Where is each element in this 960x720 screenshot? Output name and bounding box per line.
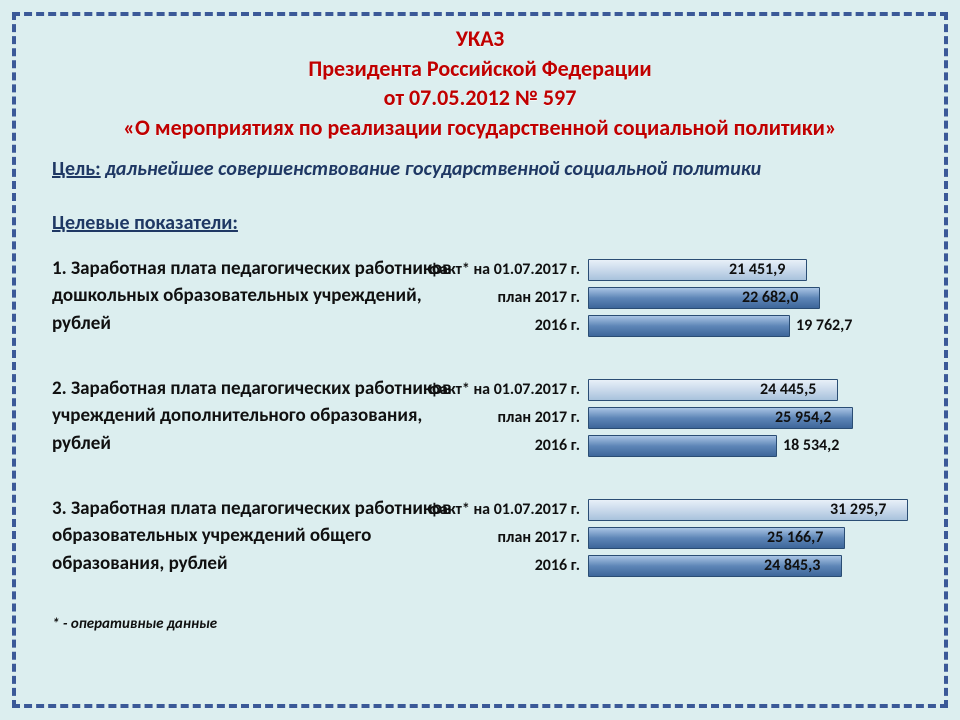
indicator-block: 3. Заработная плата педагогических работ…: [52, 495, 908, 591]
bar-label: факт* на 01.07.2017 г.: [388, 380, 588, 399]
bar-label: факт* на 01.07.2017 г.: [388, 500, 588, 519]
bar-row: план 2017 г. 25 954,2: [388, 405, 908, 431]
bar-row: 2016 г. 19 762,7: [388, 313, 908, 339]
bar-label: план 2017 г.: [388, 288, 588, 307]
chart-area: факт* на 01.07.2017 г. 31 295,7 план 2017 …: [388, 497, 908, 581]
bar: [588, 435, 777, 457]
bar-row: 2016 г. 18 534,2: [388, 433, 908, 459]
bar-track: 25 166,7: [588, 527, 908, 549]
bar-label: факт* на 01.07.2017 г.: [388, 260, 588, 279]
bar-value: 19 762,7: [796, 316, 852, 335]
bar-label: план 2017 г.: [388, 528, 588, 547]
title-line-4: «О мероприятиях по реализации государств…: [52, 113, 908, 143]
bar-label: 2016 г.: [388, 436, 588, 455]
title-line-1: УКАЗ: [52, 24, 908, 54]
goal-text: дальнейшее совершенствование государстве…: [101, 157, 762, 181]
bar: [588, 315, 790, 337]
footnote: * - оперативные данные: [52, 615, 908, 633]
bar-value: 21 451,9: [729, 260, 785, 279]
bar-track: 19 762,7: [588, 315, 908, 337]
bar-label: план 2017 г.: [388, 408, 588, 427]
goal-label: Цель:: [52, 157, 101, 181]
bar-value: 18 534,2: [783, 436, 839, 455]
indicator-block: 1. Заработная плата педагогических работ…: [52, 255, 908, 351]
bar-row: факт* на 01.07.2017 г. 24 445,5: [388, 377, 908, 403]
bar-track: 21 451,9: [588, 259, 908, 281]
chart-area: факт* на 01.07.2017 г. 24 445,5 план 2017 …: [388, 377, 908, 461]
kpi-header: Целевые показатели:: [52, 211, 908, 235]
bar-row: план 2017 г. 25 166,7: [388, 525, 908, 551]
bar-track: 24 845,3: [588, 555, 908, 577]
bar-row: факт* на 01.07.2017 г. 31 295,7: [388, 497, 908, 523]
title-line-2: Президента Российской Федерации: [52, 54, 908, 84]
bar-value: 24 445,5: [760, 380, 816, 399]
bar-row: факт* на 01.07.2017 г. 21 451,9: [388, 257, 908, 283]
bar-value: 25 166,7: [767, 528, 823, 547]
chart-area: факт* на 01.07.2017 г. 21 451,9 план 2017 …: [388, 257, 908, 341]
title-line-3: от 07.05.2012 № 597: [52, 83, 908, 113]
bar-track: 22 682,0: [588, 287, 908, 309]
bar-value: 31 295,7: [830, 500, 886, 519]
bar-label: 2016 г.: [388, 556, 588, 575]
bar-track: 25 954,2: [588, 407, 908, 429]
bar-track: 18 534,2: [588, 435, 908, 457]
bar-track: 24 445,5: [588, 379, 908, 401]
bar-row: 2016 г. 24 845,3: [388, 553, 908, 579]
indicator-block: 2. Заработная плата педагогических работ…: [52, 375, 908, 471]
bar-row: план 2017 г. 22 682,0: [388, 285, 908, 311]
bar-value: 22 682,0: [742, 288, 798, 307]
bar-value: 25 954,2: [775, 408, 831, 427]
title-block: УКАЗ Президента Российской Федерации от …: [52, 24, 908, 143]
dashed-frame: УКАЗ Президента Российской Федерации от …: [12, 12, 948, 708]
bar-label: 2016 г.: [388, 316, 588, 335]
bar-track: 31 295,7: [588, 499, 908, 521]
goal-line: Цель: дальнейшее совершенствование госуд…: [52, 157, 908, 181]
bar-value: 24 845,3: [764, 556, 820, 575]
